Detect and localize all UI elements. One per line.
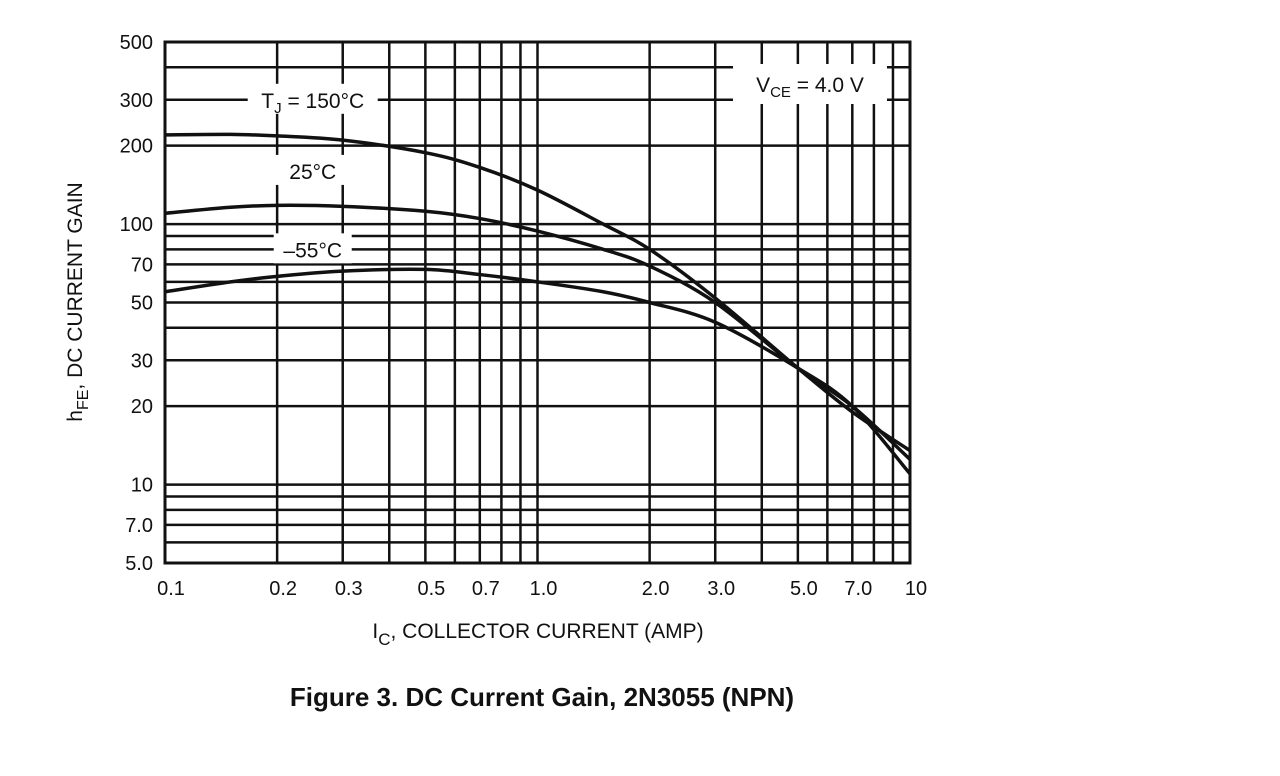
series-label-bg	[273, 154, 352, 185]
series-labels: TJ = 150°C 25°C –55°C	[247, 83, 378, 264]
series-label-0: TJ = 150°C	[261, 90, 364, 117]
x-tick-label: 0.3	[335, 578, 363, 600]
y-tick-label: 7.0	[125, 515, 153, 537]
y-tick-label: 20	[131, 396, 153, 418]
curves	[164, 132, 912, 475]
series-label-bg	[247, 83, 378, 114]
series-label-2: –55°C	[283, 239, 342, 262]
y-tick-label: 100	[120, 214, 153, 236]
x-axis-title: IC, COLLECTOR CURRENT (AMP)	[372, 620, 703, 649]
y-tick-label: 70	[131, 254, 153, 276]
series-label-bg	[273, 233, 352, 264]
y-axis-title-rest: , DC CURRENT GAIN	[64, 182, 87, 389]
y-tick-label: 300	[120, 90, 153, 112]
x-tick-label: 5.0	[790, 578, 818, 600]
tick-labels: 0.1 0.2 0.3 0.5 0.7 1.0 2.0 3.0 5.0 7.0 10 500 300 20…	[120, 32, 928, 600]
series-label-1: 25°C	[289, 161, 336, 184]
vce-sub: CE	[770, 84, 791, 101]
y-tick-label: 30	[131, 350, 153, 372]
x-tick-label: 2.0	[642, 578, 670, 600]
y-tick-label: 10	[131, 475, 153, 497]
y-tick-label: 200	[120, 136, 153, 158]
vce-annotation: VCE = 4.0 V	[756, 74, 864, 101]
vce-rest: = 4.0 V	[791, 74, 864, 97]
plot-frame	[163, 40, 912, 565]
chart-title: Figure 3. DC Current Gain, 2N3055 (NPN)	[290, 682, 794, 712]
x-tick-label: 10	[905, 578, 927, 600]
series-label-sub: J	[274, 100, 282, 117]
y-axis-title-main: h	[64, 410, 87, 422]
x-axis-title-rest: , COLLECTOR CURRENT (AMP)	[391, 620, 704, 643]
vce-main: V	[756, 74, 770, 97]
y-axis-title-sub: FE	[75, 390, 92, 410]
y-axis-title: hFE, DC CURRENT GAIN	[64, 182, 92, 421]
y-tick-label: 500	[120, 32, 153, 54]
grid	[163, 40, 910, 565]
y-tick-label: 50	[131, 293, 153, 315]
x-tick-label: 0.7	[472, 578, 500, 600]
x-axis-title-sub: C	[378, 630, 390, 649]
x-tick-label: 0.1	[157, 578, 185, 600]
series-label-main: 25°C	[289, 161, 336, 184]
series-label-main: T	[261, 90, 274, 113]
x-tick-label: 0.2	[269, 578, 297, 600]
x-tick-label: 7.0	[844, 578, 872, 600]
series-label-main: –55°C	[283, 239, 342, 262]
curve-series-2	[164, 267, 912, 475]
x-tick-label: 0.5	[417, 578, 445, 600]
x-tick-label: 3.0	[707, 578, 735, 600]
x-tick-label: 1.0	[530, 578, 558, 600]
x-axis-title-main: I	[372, 620, 378, 643]
series-label-rest: = 150°C	[282, 90, 365, 113]
y-tick-label: 5.0	[125, 553, 153, 575]
